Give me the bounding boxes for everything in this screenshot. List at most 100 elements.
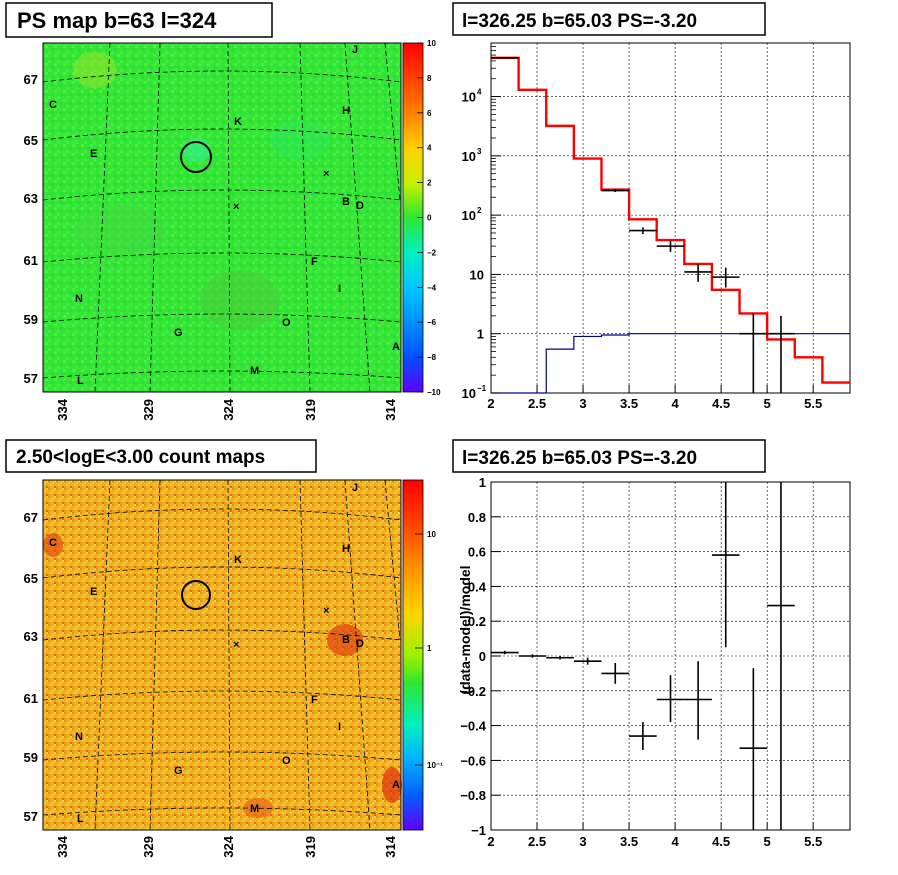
psmap-source-M: M [250,365,259,377]
psmap-y-tick-label: 65 [24,133,38,148]
residual-y-tick-label: −0.8 [460,788,486,803]
cmap-source-L: L [77,813,84,825]
count-colorbar-tick-label: 1 [427,644,432,653]
psmap-source-J: J [352,44,358,56]
spectrum-x-tick-label: 3 [579,396,586,411]
residual-y-tick-label: −0.4 [460,719,486,734]
cmap-source-K: K [234,554,242,566]
psmap-y-tick-label: 61 [24,253,38,268]
ps-colorbar-tick-label: −2 [427,248,437,257]
ps-map-source-labels: J C H K E B D F I N O G A M L [49,44,400,387]
spectrum-model-step-line [491,56,850,384]
residual-y-tick-label: −0.2 [460,684,486,699]
spectrum-y-tick-label: 10 [462,149,476,164]
residual-y-tick-label: 0.4 [468,579,487,594]
residual-x-tick-label: 5 [764,834,771,849]
spectrum-series [491,56,850,394]
psmap-source-A: A [392,341,400,353]
cmap-y-tick-label: 61 [24,691,38,706]
cmap-source-D: D [356,638,364,650]
count-map-y-ticks: 67 65 63 61 59 57 [24,510,38,824]
spectrum-x-tick-label: 3.5 [620,396,638,411]
spectrum-panel: l=326.25 b=65.03 PS=-3.20 2 2.5 3 3.5 4 4.5 5 5… [452,2,851,411]
ps-colorbar-tick-label: 2 [427,179,432,188]
psmap-y-tick-label: 59 [24,312,38,327]
spectrum-data-point [491,57,519,59]
psmap-source-F: F [311,256,318,268]
ps-map-title-box [5,2,273,38]
spectrum-data-point [601,189,630,193]
count-colorbar-tick-label: 10 [427,530,436,539]
spectrum-data-point [711,267,740,288]
ps-map-title: PS map b=63 l=324 [17,8,217,33]
psmap-source-E: E [90,148,97,160]
residual-y-axis-label: (data-model)/model [457,565,473,694]
residual-y-tick-label: 1 [479,475,486,490]
spectrum-data-point [684,263,712,282]
cmap-source-M: M [250,803,259,815]
ps-colorbar-tick-label: 0 [427,214,432,223]
residual-data-point [601,662,630,684]
cmap-y-tick-label: 57 [24,809,38,824]
psmap-y-tick-label: 67 [24,72,38,87]
ps-colorbar-tick-label: −8 [427,353,437,362]
residual-data-point [711,482,740,648]
ps-colorbar-tick-label: 8 [427,74,432,83]
residual-y-tick-label: −1 [471,823,486,838]
count-map-colorbar [402,479,424,831]
spectrum-data-point [629,227,657,235]
psmap-y-tick-label: 63 [24,191,38,206]
psmap-y-tick-label: 57 [24,371,38,386]
cmap-y-tick-label: 59 [24,750,38,765]
psmap-source-H: H [342,105,350,117]
residual-y-tick-label: 0.2 [468,614,486,629]
cmap-source-H: H [342,543,350,555]
spectrum-y-tick-label: 10 [470,267,484,282]
residual-series [491,482,795,830]
residual-data-point [629,722,657,750]
count-map-colorbar-ticks: 10 1 10⁻¹ [415,530,443,770]
ps-colorbar-tick-label: −10 [427,388,441,397]
cmap-source-N: N [75,731,83,743]
ps-colorbar-tick-label: 6 [427,109,432,118]
cmap-y-tick-label: 63 [24,629,38,644]
count-map-title: 2.50<logE<3.00 count maps [16,447,265,468]
psmap-source-D: D [356,200,364,212]
ps-map-target-circle [180,141,212,173]
psmap-source-L: L [77,375,84,387]
psmap-x-tick-label: 319 [303,399,318,421]
cmap-x-tick-label: 319 [303,836,318,858]
spectrum-y-tick-label: 1 [477,327,484,342]
psmap-source-K: K [234,116,242,128]
ps-map-panel: PS map b=63 l=324 × × J C H K E B D F I N O G [5,2,441,421]
spectrum-data-point [739,313,768,393]
residual-data-point [767,482,795,830]
ps-map-cross-1: × [233,201,239,213]
cmap-source-B: B [342,634,350,646]
residual-data-point [518,654,547,658]
count-map-cross-2: × [323,605,329,617]
ps-colorbar-tick-label: −4 [427,283,437,292]
count-map-title-box [5,439,317,473]
residual-data-point [656,675,685,723]
spectrum-y-tick-exponent: 3 [477,147,482,156]
cmap-source-O: O [282,755,291,767]
count-map-target-circle [181,580,211,610]
psmap-x-tick-label: 334 [55,398,70,420]
residual-y-tick-label: 0 [479,649,486,664]
spectrum-x-tick-label: 2 [487,396,494,411]
spectrum-y-tick-exponent: 2 [477,206,482,215]
cmap-y-tick-label: 65 [24,571,38,586]
psmap-x-tick-label: 314 [383,398,398,420]
residual-y-tick-label: 0.6 [468,545,486,560]
residual-title: l=326.25 b=65.03 PS=-3.20 [462,448,697,469]
spectrum-x-tick-label: 4.5 [712,396,730,411]
psmap-x-tick-label: 324 [221,398,236,420]
psmap-source-N: N [75,293,83,305]
cmap-x-tick-label: 329 [141,836,156,858]
count-colorbar-tick-label: 10⁻¹ [427,761,443,770]
count-map-hot-spots [43,533,402,818]
ps-colorbar-tick-label: 4 [427,144,432,153]
psmap-source-G: G [174,327,183,339]
